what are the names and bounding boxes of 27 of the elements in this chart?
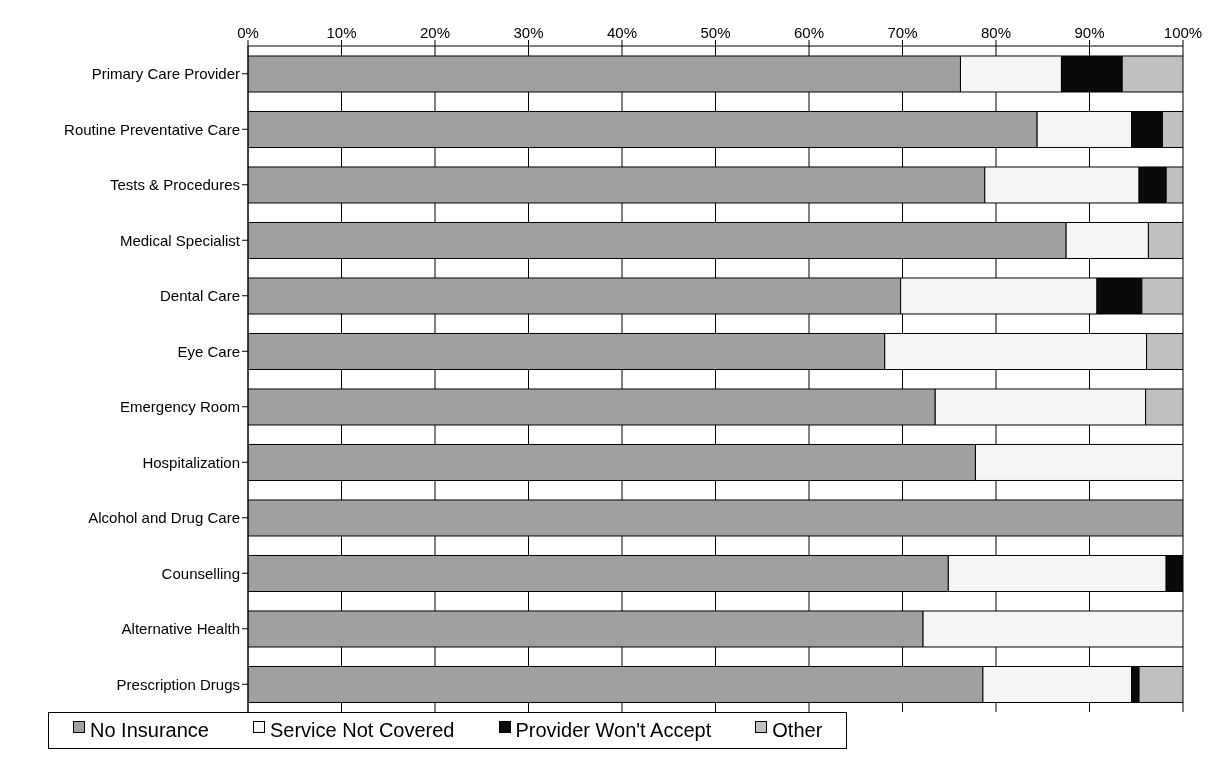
- x-tick-label: 70%: [887, 24, 918, 41]
- x-tick-label: 30%: [513, 24, 544, 41]
- x-tick-label: 50%: [700, 24, 731, 41]
- y-tick-label: Emergency Room: [119, 398, 240, 416]
- legend-label: No Insurance: [89, 719, 209, 742]
- x-tick-label: 40%: [606, 24, 638, 41]
- y-tick-label: Hospitalization: [142, 453, 240, 471]
- x-tick-label: 100%: [1163, 24, 1203, 41]
- y-tick-label: Eye Care: [177, 342, 240, 360]
- x-tick-label: 0%: [237, 24, 259, 41]
- x-tick-label: 20%: [419, 24, 451, 41]
- y-tick-label: Alternative Health: [121, 620, 240, 638]
- y-tick-label: Alcohol and Drug Care: [88, 509, 240, 527]
- x-tick-label: 80%: [980, 24, 1012, 41]
- y-tick-label: Routine Preventative Care: [64, 120, 240, 138]
- x-tick-label: 60%: [793, 24, 825, 41]
- y-tick-label: Primary Care Provider: [91, 65, 240, 83]
- y-tick-label: Prescription Drugs: [116, 675, 240, 693]
- y-tick-label: Counselling: [161, 564, 240, 582]
- legend-label: Other: [771, 719, 823, 742]
- legend-label: Provider Won't Accept: [514, 719, 712, 742]
- legend-label: Service Not Covered: [268, 719, 455, 742]
- y-tick-label: Medical Specialist: [119, 231, 241, 249]
- y-tick-label: Dental Care: [159, 287, 240, 305]
- x-tick-label: 90%: [1074, 24, 1105, 41]
- y-tick-label: Tests & Procedures: [109, 176, 240, 194]
- x-tick-label: 10%: [326, 24, 357, 41]
